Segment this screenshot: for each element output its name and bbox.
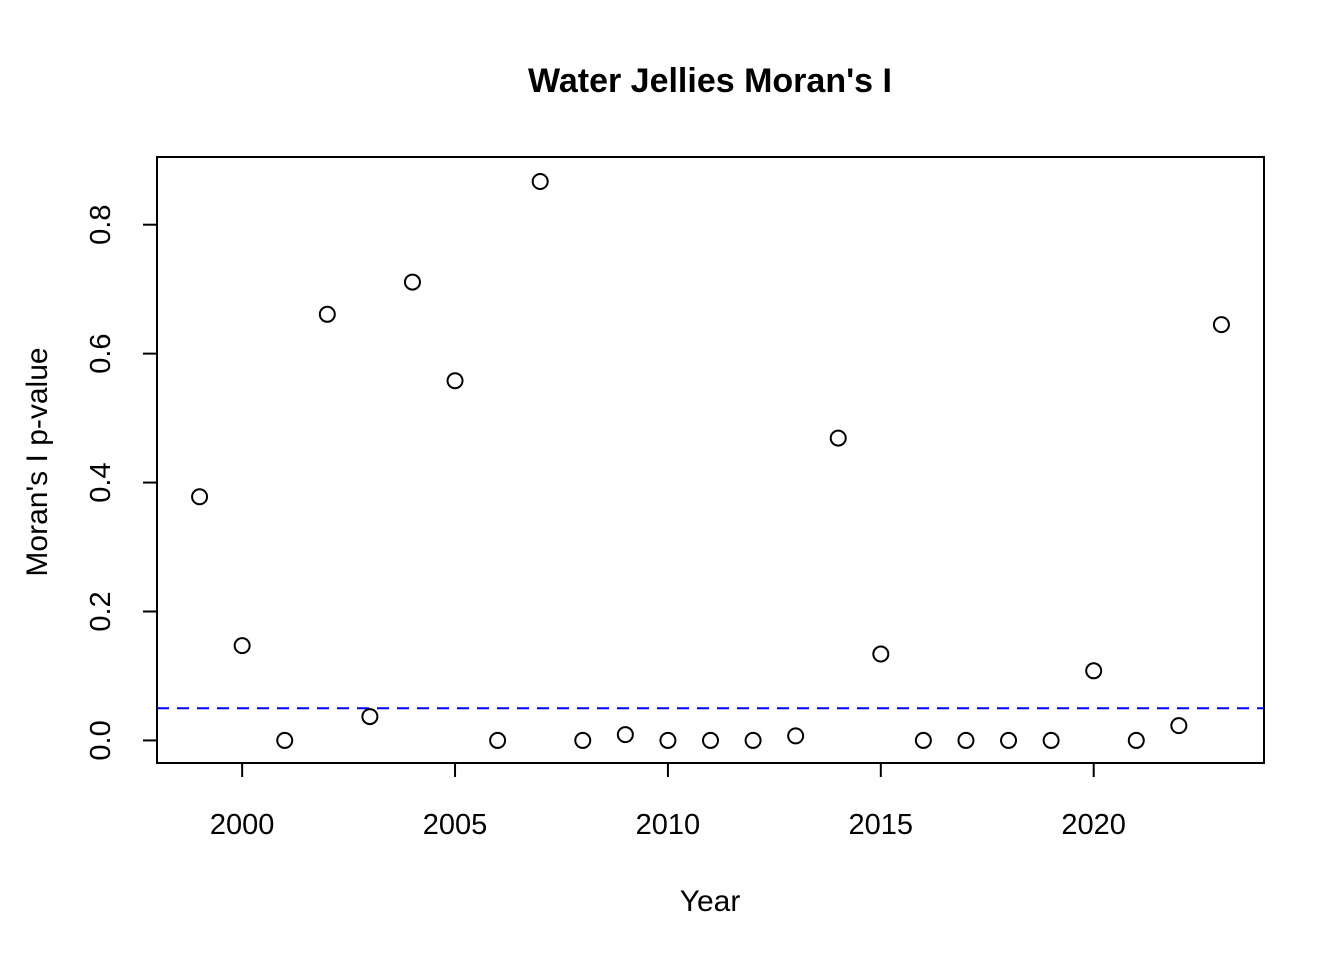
x-tick-label: 2020 bbox=[1061, 809, 1126, 841]
x-axis: 2000 2005 2010 2015 2020 bbox=[210, 762, 1126, 841]
y-axis: 0.0 0.2 0.4 0.6 0.8 bbox=[85, 205, 158, 761]
x-tick-label: 2005 bbox=[423, 809, 488, 841]
x-tick-label: 2000 bbox=[210, 809, 275, 841]
data-point bbox=[914, 731, 932, 749]
x-axis-label: Year bbox=[680, 885, 741, 918]
data-point bbox=[574, 731, 592, 749]
y-tick-label: 0.6 bbox=[85, 333, 117, 373]
data-points bbox=[191, 172, 1230, 749]
data-point bbox=[957, 731, 975, 749]
data-point bbox=[829, 429, 847, 447]
y-tick-label: 0.0 bbox=[85, 720, 117, 760]
data-point bbox=[659, 731, 677, 749]
data-point bbox=[872, 645, 890, 663]
data-point bbox=[446, 372, 464, 390]
x-tick-label: 2010 bbox=[636, 809, 701, 841]
data-point bbox=[702, 731, 719, 749]
y-tick-label: 0.4 bbox=[85, 462, 117, 502]
data-point bbox=[1127, 731, 1145, 749]
data-point bbox=[1000, 731, 1018, 749]
data-point bbox=[1170, 717, 1188, 735]
plot-frame bbox=[156, 156, 1265, 764]
data-point bbox=[1085, 662, 1103, 680]
y-tick-label: 0.8 bbox=[85, 205, 117, 245]
x-tick-label: 2015 bbox=[849, 809, 914, 841]
y-axis-label: Moran's I p-value bbox=[21, 347, 54, 576]
data-point bbox=[744, 731, 762, 749]
data-point bbox=[233, 637, 251, 655]
data-point bbox=[276, 731, 294, 749]
data-point bbox=[787, 727, 805, 745]
data-point bbox=[1212, 316, 1230, 334]
data-point bbox=[489, 731, 507, 749]
data-point bbox=[1042, 731, 1060, 749]
data-point bbox=[531, 172, 549, 190]
chart-title: Water Jellies Moran's I bbox=[528, 62, 892, 100]
data-point bbox=[191, 488, 209, 506]
data-point bbox=[616, 726, 634, 744]
y-tick-label: 0.2 bbox=[85, 591, 117, 631]
data-point bbox=[403, 273, 421, 291]
data-point bbox=[361, 708, 379, 726]
data-point bbox=[318, 305, 336, 323]
